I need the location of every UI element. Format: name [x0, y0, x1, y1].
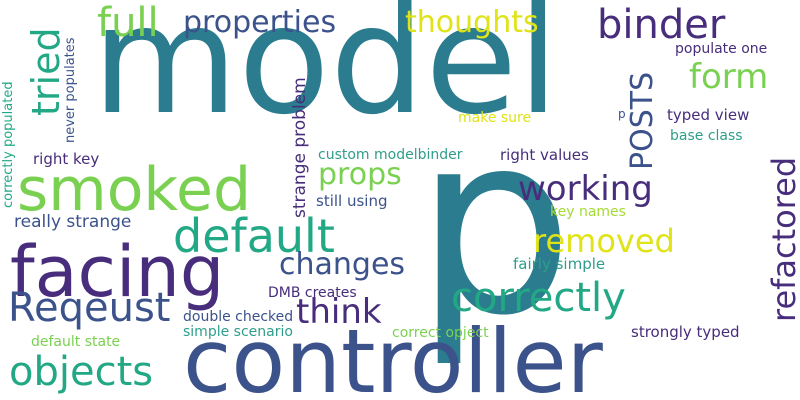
word-changes: changes — [279, 247, 406, 282]
word-properties: properties — [183, 5, 337, 40]
word-props: props — [318, 157, 402, 192]
word-tried: tried — [24, 27, 68, 116]
word-correctly: correctly — [451, 275, 626, 321]
word-think: think — [296, 292, 382, 332]
word-correct-opject: correct opject — [392, 325, 489, 341]
word-reqeust: Reqeust — [8, 285, 171, 331]
word-working: working — [518, 169, 653, 209]
word-custom-modelbinder: custom modelbinder — [318, 147, 463, 163]
word-thoughts: thoughts — [405, 5, 539, 40]
word-typed-view: typed view — [667, 106, 750, 124]
word-never-populates: never populates — [63, 37, 78, 143]
word-fairly-simple: fairly simple — [513, 255, 606, 273]
word-make-sure: make sure — [458, 110, 532, 126]
word-facing: facing — [10, 231, 225, 313]
word-still-using: still using — [316, 192, 388, 210]
word-smoked: smoked — [17, 155, 252, 225]
word-simple-scenario: simple scenario — [183, 324, 293, 340]
word-really-strange: really strange — [14, 212, 132, 232]
word-p-small: p — [618, 107, 626, 121]
word-key-names: key names — [550, 204, 626, 220]
word-p: p — [415, 79, 574, 370]
word-dmb-creates: DMB creates — [268, 285, 357, 301]
word-double-checked: double checked — [183, 309, 294, 325]
word-base-class: base class — [670, 128, 743, 144]
word-right-key: right key — [33, 150, 100, 168]
word-posts: POSTS — [625, 71, 660, 170]
word-strange-problem: strange problem — [290, 77, 310, 218]
word-form: form — [689, 57, 769, 97]
word-default: default — [173, 209, 335, 263]
word-correctly-populated: correctly populated — [1, 81, 16, 208]
word-model: model — [92, 0, 560, 148]
word-default-state: default state — [31, 334, 121, 350]
word-binder: binder — [597, 2, 726, 48]
word-refactored: refactored — [765, 156, 800, 322]
word-controller: controller — [183, 310, 603, 400]
word-objects: objects — [9, 349, 154, 395]
word-removed: removed — [533, 222, 675, 260]
word-populate-one: populate one — [675, 41, 768, 57]
word-strongly-typed: strongly typed — [631, 323, 740, 341]
word-right-values: right values — [500, 146, 589, 164]
word-full: full — [97, 0, 159, 46]
